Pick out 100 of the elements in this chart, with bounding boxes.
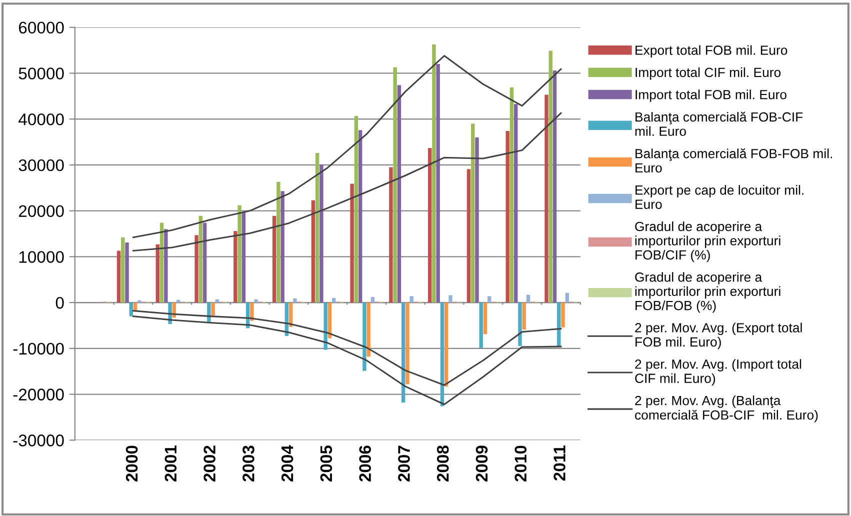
bar bbox=[406, 302, 410, 384]
y-tick-label: -30000 bbox=[13, 434, 64, 446]
bar bbox=[160, 222, 164, 303]
legend-label: 2 per. Mov. Avg. (Export total FOB mil. Euro) bbox=[635, 322, 802, 350]
legend-label: 2 per. Mov. Avg. (Balanţa comercială FOB-CIF mil. Euro) bbox=[635, 396, 818, 422]
bar bbox=[156, 244, 160, 303]
bar bbox=[211, 302, 215, 316]
legend-label: Import total FOB mil. Euro bbox=[636, 90, 786, 102]
bar bbox=[448, 295, 452, 303]
bar bbox=[207, 302, 211, 322]
bar bbox=[354, 116, 358, 303]
bar bbox=[358, 130, 362, 303]
legend-label: Import total CIF mil. Euro bbox=[636, 67, 781, 80]
bar bbox=[510, 87, 514, 303]
bar bbox=[328, 302, 332, 338]
bar bbox=[526, 294, 530, 303]
bar bbox=[548, 50, 552, 303]
bar bbox=[393, 67, 397, 303]
bar bbox=[272, 216, 276, 303]
bar bbox=[234, 230, 238, 303]
x-tick-label: 2008 bbox=[436, 446, 449, 482]
bar bbox=[544, 94, 548, 303]
x-tick-label: 2011 bbox=[554, 445, 566, 481]
y-tick-label: 20000 bbox=[18, 205, 64, 218]
bar bbox=[242, 212, 246, 303]
x-tick-label: 2000 bbox=[126, 446, 138, 482]
bar bbox=[198, 216, 203, 303]
y-tick-label: -10000 bbox=[13, 342, 64, 355]
bar bbox=[483, 302, 488, 334]
x-tick-label: 2007 bbox=[398, 446, 410, 482]
y-tick-label: 30000 bbox=[18, 159, 64, 172]
bar bbox=[320, 164, 324, 303]
bar bbox=[138, 300, 142, 303]
bar bbox=[565, 292, 569, 303]
bar bbox=[522, 302, 526, 330]
bar bbox=[436, 64, 440, 303]
legend-label: 2 per. Mov. Avg. (Import total CIF mil. Euro) bbox=[635, 359, 802, 386]
y-tick-label: -20000 bbox=[13, 388, 64, 400]
bar bbox=[561, 302, 565, 328]
y-tick-label: 50000 bbox=[18, 68, 64, 80]
line-series bbox=[132, 316, 562, 406]
x-tick-label: 2004 bbox=[281, 445, 294, 482]
bar bbox=[129, 302, 134, 316]
bar bbox=[466, 169, 471, 303]
bar bbox=[311, 200, 316, 303]
bar bbox=[514, 104, 518, 303]
bar bbox=[324, 302, 328, 350]
legend-label: Export pe cap de locuitor mil. Euro bbox=[636, 185, 804, 209]
bar bbox=[315, 153, 320, 303]
bar bbox=[202, 222, 207, 303]
bar bbox=[293, 298, 297, 303]
bar bbox=[164, 229, 168, 303]
x-tick-label: 2006 bbox=[359, 446, 371, 482]
bar bbox=[238, 205, 242, 303]
bar bbox=[506, 131, 510, 303]
bar bbox=[116, 250, 121, 303]
legend-label: Gradul de acoperire a importurilor prin exporturi FOB/CIF (%) bbox=[635, 221, 780, 262]
bar bbox=[194, 235, 198, 303]
y-tick-label: 60000 bbox=[18, 22, 64, 34]
bar bbox=[475, 137, 479, 303]
bar bbox=[428, 148, 432, 303]
y-tick-label: 40000 bbox=[18, 113, 64, 126]
bar bbox=[350, 184, 354, 303]
bar bbox=[470, 124, 475, 303]
x-tick-label: 2002 bbox=[204, 446, 216, 482]
line-series bbox=[132, 310, 562, 386]
legend-label: Gradul de acoperire a importurilor prin exporturi FOB/FOB (%) bbox=[635, 272, 780, 313]
bar bbox=[332, 298, 336, 303]
bar bbox=[401, 302, 406, 403]
bar bbox=[397, 85, 402, 303]
bar bbox=[432, 44, 436, 303]
y-tick-label: 0 bbox=[56, 296, 64, 309]
bar bbox=[254, 299, 258, 303]
bar bbox=[488, 296, 492, 303]
x-tick-label: 2003 bbox=[242, 446, 254, 482]
bar bbox=[125, 242, 129, 303]
bar bbox=[389, 167, 393, 303]
bar bbox=[479, 302, 483, 348]
bar bbox=[518, 302, 522, 346]
y-tick-label: 10000 bbox=[19, 251, 64, 263]
bar bbox=[366, 302, 370, 357]
bar bbox=[362, 302, 366, 371]
bar bbox=[410, 296, 414, 303]
bar bbox=[440, 302, 444, 406]
bar bbox=[250, 302, 254, 321]
x-tick-label: 2009 bbox=[476, 446, 488, 482]
legend-label: Balanţa comercială FOB-CIF mil. Euro bbox=[635, 112, 803, 136]
bar bbox=[121, 237, 125, 303]
line-series bbox=[132, 112, 562, 252]
x-tick-label: 2010 bbox=[514, 446, 527, 482]
bar bbox=[370, 297, 375, 303]
legend-label: Export total FOB mil. Euro bbox=[636, 45, 788, 58]
bar bbox=[280, 191, 284, 303]
line-series bbox=[132, 55, 562, 238]
bar bbox=[444, 302, 448, 386]
x-tick-label: 2001 bbox=[164, 445, 177, 482]
bar bbox=[552, 70, 557, 303]
x-tick-label: 2005 bbox=[320, 445, 332, 482]
legend-label: Balanţa comercială FOB-FOB mil. Euro bbox=[636, 148, 832, 173]
bar bbox=[276, 182, 280, 303]
